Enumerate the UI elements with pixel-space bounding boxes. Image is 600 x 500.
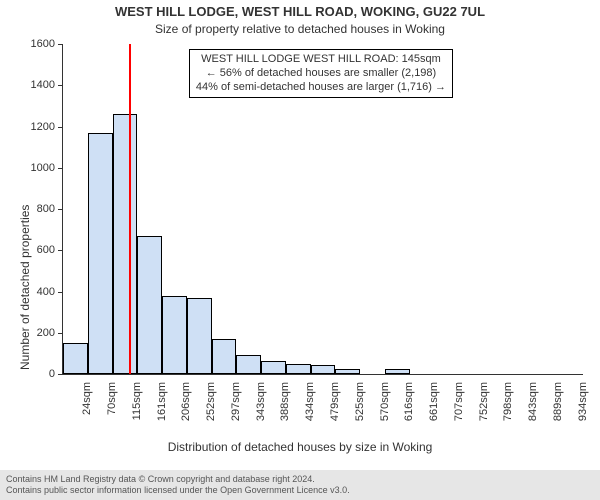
annotation-line-2: ← 56% of detached houses are smaller (2,… — [196, 67, 446, 81]
histogram-bar — [212, 339, 237, 374]
x-tick-label: 889sqm — [552, 378, 564, 421]
x-tick-label: 843sqm — [527, 378, 539, 421]
histogram-bar — [311, 365, 336, 374]
y-tick-label: 400 — [37, 286, 63, 298]
x-tick-label: 24sqm — [81, 378, 93, 415]
x-tick-label: 707sqm — [453, 378, 465, 421]
marker-line — [129, 44, 131, 374]
x-tick-label: 161sqm — [156, 378, 168, 421]
y-tick-label: 200 — [37, 327, 63, 339]
y-tick-label: 1200 — [31, 121, 63, 133]
chart-title: WEST HILL LODGE, WEST HILL ROAD, WOKING,… — [0, 4, 600, 19]
x-tick-label: 934sqm — [577, 378, 589, 421]
histogram-bar — [187, 298, 212, 374]
histogram-bar — [137, 236, 162, 374]
footer-line-1: Contains HM Land Registry data © Crown c… — [6, 474, 594, 485]
x-tick-label: 388sqm — [279, 378, 291, 421]
x-tick-label: 434sqm — [304, 378, 316, 421]
histogram-bar — [162, 296, 187, 374]
x-tick-label: 479sqm — [329, 378, 341, 421]
histogram-bar — [236, 355, 261, 374]
x-tick-label: 616sqm — [403, 378, 415, 421]
histogram-bar — [261, 361, 286, 374]
y-tick-label: 1600 — [31, 38, 63, 50]
plot-area: WEST HILL LODGE WEST HILL ROAD: 145sqm ←… — [62, 44, 583, 375]
x-tick-label: 252sqm — [205, 378, 217, 421]
y-tick-label: 1400 — [31, 79, 63, 91]
y-tick-label: 600 — [37, 244, 63, 256]
y-axis-label: Number of detached properties — [18, 205, 32, 370]
annotation-line-1: WEST HILL LODGE WEST HILL ROAD: 145sqm — [196, 53, 446, 67]
footer: Contains HM Land Registry data © Crown c… — [0, 470, 600, 500]
histogram-bar — [88, 133, 113, 374]
histogram-bar — [286, 364, 311, 374]
histogram-bar — [113, 114, 138, 374]
x-tick-label: 115sqm — [131, 378, 143, 420]
x-tick-label: 70sqm — [106, 378, 118, 415]
histogram-bar — [385, 369, 410, 374]
x-tick-label: 343sqm — [255, 378, 267, 421]
x-tick-label: 798sqm — [502, 378, 514, 421]
histogram-bar — [63, 343, 88, 374]
x-tick-label: 570sqm — [379, 378, 391, 421]
histogram-bar — [335, 369, 360, 374]
footer-line-2: Contains public sector information licen… — [6, 485, 594, 496]
y-tick-label: 1000 — [31, 162, 63, 174]
x-tick-label: 297sqm — [230, 378, 242, 421]
x-tick-label: 752sqm — [478, 378, 490, 421]
x-tick-label: 206sqm — [180, 378, 192, 421]
y-tick-label: 800 — [37, 203, 63, 215]
annotation-line-3: 44% of semi-detached houses are larger (… — [196, 81, 446, 95]
annotation-box: WEST HILL LODGE WEST HILL ROAD: 145sqm ←… — [189, 49, 453, 98]
x-tick-label: 525sqm — [354, 378, 366, 421]
x-tick-label: 661sqm — [428, 378, 440, 421]
chart-subtitle: Size of property relative to detached ho… — [0, 22, 600, 36]
y-tick-label: 0 — [49, 368, 63, 380]
x-axis-label: Distribution of detached houses by size … — [0, 440, 600, 454]
